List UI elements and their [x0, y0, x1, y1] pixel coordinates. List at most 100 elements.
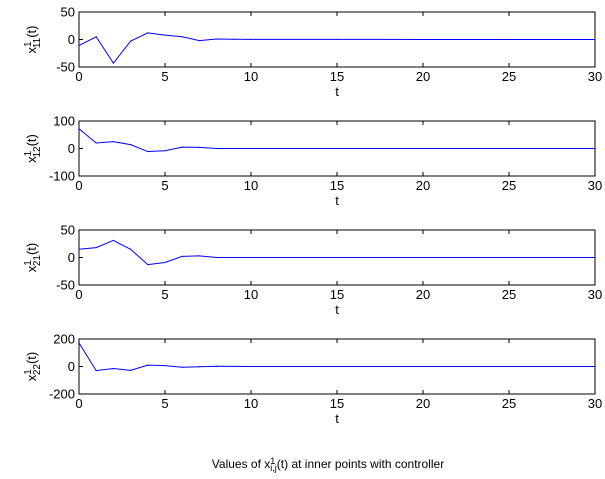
- data-point: [198, 40, 200, 42]
- data-point: [164, 34, 166, 36]
- x-tick-label: 15: [330, 178, 344, 193]
- x-tick-label: 15: [330, 287, 344, 302]
- data-point: [130, 248, 132, 250]
- figure-caption: Values of x1 i,j(t) at inner points with …: [212, 456, 444, 473]
- data-point: [130, 369, 132, 371]
- y-tick-label: -200: [49, 387, 75, 402]
- data-point: [422, 38, 424, 41]
- x-tick-label: 25: [502, 396, 516, 411]
- x-tick-label: 30: [588, 69, 602, 84]
- y-tick-label: -50: [56, 278, 75, 293]
- data-point: [216, 256, 218, 259]
- y-axis-label: x112(t): [23, 134, 43, 163]
- y-tick-label: 0: [68, 32, 75, 47]
- x-tick-label: 10: [244, 287, 258, 302]
- y-axis-label: x121(t): [23, 243, 43, 272]
- data-point: [78, 44, 80, 47]
- x-tick-label: 10: [244, 178, 258, 193]
- x-tick-label: 10: [244, 69, 258, 84]
- data-point: [336, 38, 338, 40]
- data-point: [216, 38, 218, 40]
- x-tick-label: 30: [588, 178, 602, 193]
- data-point: [422, 147, 424, 150]
- y-tick-label: -100: [49, 169, 75, 184]
- data-point: [181, 366, 183, 368]
- series-line: [78, 239, 595, 266]
- data-point: [78, 128, 80, 130]
- x-tick-label: 30: [588, 396, 602, 411]
- y-tick-label: 0: [68, 359, 75, 374]
- x-tick-label: 25: [502, 178, 516, 193]
- data-point: [233, 38, 235, 40]
- data-point: [164, 365, 166, 367]
- x-tick-label: 20: [416, 69, 430, 84]
- x-tick-label: 0: [75, 69, 82, 84]
- x-tick-label: 5: [161, 287, 168, 302]
- x-tick-label: 5: [161, 396, 168, 411]
- data-point: [198, 366, 200, 368]
- y-tick-label: 200: [53, 332, 75, 347]
- x-tick-label: 20: [416, 396, 430, 411]
- y-tick-label: 50: [61, 5, 75, 20]
- data-point: [164, 150, 166, 152]
- data-point: [594, 38, 596, 41]
- y-tick-label: 100: [53, 114, 75, 129]
- data-point: [78, 248, 80, 250]
- data-point: [250, 256, 252, 259]
- data-point: [508, 147, 510, 150]
- series-line: [78, 32, 596, 65]
- data-point: [112, 367, 114, 370]
- data-point: [78, 342, 80, 344]
- data-point: [336, 365, 338, 368]
- data-point: [508, 38, 510, 41]
- data-point: [216, 365, 218, 367]
- data-point: [508, 256, 510, 259]
- data-point: [147, 264, 149, 266]
- x-tick-label: 15: [330, 396, 344, 411]
- data-point: [95, 247, 97, 249]
- data-point: [147, 150, 149, 153]
- x-tick-label: 10: [244, 396, 258, 411]
- y-tick-label: 50: [61, 223, 75, 238]
- y-axis-label: x122(t): [23, 352, 43, 381]
- x-tick-label: 5: [161, 69, 168, 84]
- data-point: [181, 146, 183, 148]
- x-axis-label: t: [335, 411, 339, 426]
- data-point: [130, 144, 132, 146]
- data-point: [422, 256, 424, 259]
- data-point: [233, 256, 235, 259]
- data-point: [112, 239, 114, 242]
- x-tick-label: 0: [75, 178, 82, 193]
- x-tick-label: 25: [502, 69, 516, 84]
- data-point: [250, 147, 252, 150]
- data-point: [181, 36, 183, 38]
- x-axis-label: t: [335, 193, 339, 208]
- data-point: [250, 365, 252, 368]
- data-point: [164, 261, 166, 264]
- data-point: [95, 36, 97, 38]
- x-tick-label: 15: [330, 69, 344, 84]
- data-point: [216, 147, 218, 150]
- data-point: [336, 147, 338, 150]
- data-point: [130, 40, 132, 42]
- y-tick-label: 0: [68, 250, 75, 265]
- x-axis-label: t: [335, 84, 339, 99]
- data-point: [198, 146, 200, 148]
- x-axis-label: t: [335, 302, 339, 317]
- data-point: [594, 147, 596, 150]
- data-point: [181, 255, 183, 257]
- x-tick-label: 0: [75, 287, 82, 302]
- x-tick-label: 20: [416, 287, 430, 302]
- data-point: [336, 256, 338, 259]
- y-tick-label: -50: [56, 60, 75, 75]
- x-tick-label: 0: [75, 396, 82, 411]
- x-tick-label: 5: [161, 178, 168, 193]
- data-point: [508, 365, 510, 368]
- data-point: [147, 32, 149, 34]
- data-point: [147, 364, 149, 366]
- data-point: [422, 365, 424, 368]
